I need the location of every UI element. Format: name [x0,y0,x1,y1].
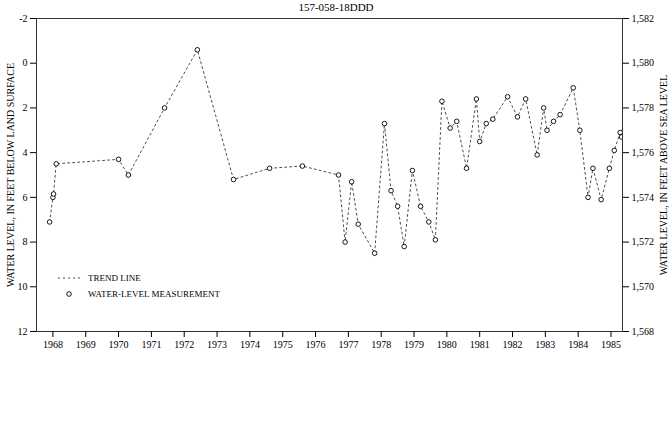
svg-text:4: 4 [23,147,28,158]
svg-text:1,572: 1,572 [632,236,655,247]
svg-text:1,580: 1,580 [632,57,655,68]
html-text:157-058-18DDD: 157-058-18DDD [298,1,374,13]
svg-text:1,574: 1,574 [632,192,655,203]
svg-text:1983: 1983 [535,339,555,350]
svg-text:1977: 1977 [338,339,358,350]
svg-text:1970: 1970 [109,339,129,350]
html-text:WATER-LEVEL MEASUREMENT: WATER-LEVEL MEASUREMENT [88,289,220,299]
svg-text:2: 2 [23,102,28,113]
svg-text:12: 12 [18,326,28,337]
svg-text:1980: 1980 [437,339,457,350]
svg-text:1972: 1972 [174,339,194,350]
svg-text:1985: 1985 [601,339,621,350]
svg-text:WATER LEVEL, IN FEET BELOW LAN: WATER LEVEL, IN FEET BELOW LAND SURFACE [5,63,16,287]
svg-text:1968: 1968 [43,339,63,350]
svg-text:1,578: 1,578 [632,102,655,113]
svg-text:1981: 1981 [470,339,490,350]
svg-text:1,568: 1,568 [632,326,655,337]
svg-text:1973: 1973 [207,339,227,350]
svg-text:1979: 1979 [404,339,424,350]
svg-text:-2: -2 [19,14,27,24]
svg-text:1,582: 1,582 [632,14,655,24]
svg-text:1984: 1984 [568,339,588,350]
svg-text:1975: 1975 [273,339,293,350]
svg-text:1969: 1969 [76,339,96,350]
svg-text:0: 0 [23,57,28,68]
svg-text:10: 10 [18,281,28,292]
svg-text:1,576: 1,576 [632,147,655,158]
svg-text:1978: 1978 [371,339,391,350]
svg-text:8: 8 [23,236,28,247]
svg-text:6: 6 [23,192,28,203]
svg-text:1982: 1982 [503,339,523,350]
svg-text:1974: 1974 [240,339,260,350]
html-text:TREND LINE: TREND LINE [88,273,141,283]
svg-text:1971: 1971 [141,339,161,350]
svg-text:1,570: 1,570 [632,281,655,292]
svg-text:1976: 1976 [306,339,326,350]
svg-text:WATER LEVEL, IN FEET ABOVE SEA: WATER LEVEL, IN FEET ABOVE SEA LEVEL [658,75,669,276]
